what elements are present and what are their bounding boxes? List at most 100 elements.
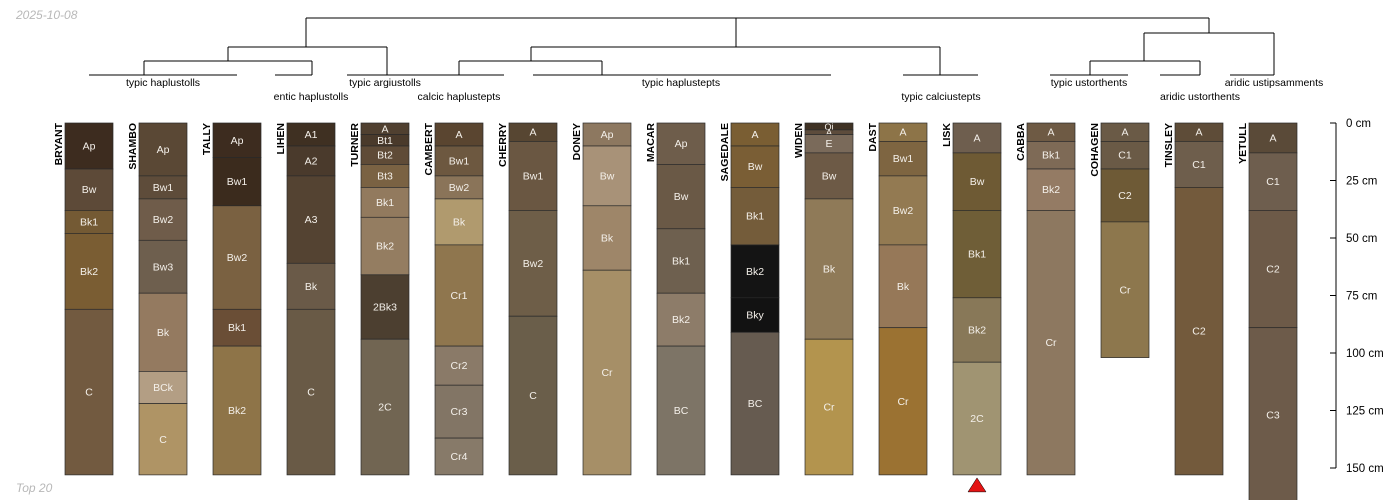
horizon-c [286, 308, 336, 476]
horizon-label: A [973, 132, 980, 144]
horizon-label: Ap [231, 135, 244, 147]
horizon-label: Bt1 [377, 135, 393, 147]
horizon-label: Bw [970, 176, 985, 188]
horizon-label: C1 [1266, 176, 1280, 188]
horizon-2c [360, 338, 410, 476]
horizon-bk [138, 292, 188, 372]
horizon-label: Bk [157, 327, 170, 339]
horizon-label: Bk1 [968, 249, 986, 261]
horizon-bw [952, 152, 1002, 211]
horizon-label: C [307, 387, 315, 399]
horizon-bk1 [952, 210, 1002, 299]
axis-tick-label: 0 cm [1346, 118, 1371, 130]
horizon-label: A [1269, 132, 1276, 144]
profile-name: BRYANT [53, 122, 65, 165]
horizon-bw1 [508, 141, 558, 211]
horizon-label: C2 [1192, 326, 1206, 338]
profile-cambert: A Bw1 Bw2 Bk Cr1 Cr2 Cr3 Cr4 CAMBERT [423, 122, 484, 476]
horizon-label: Bw [600, 170, 615, 182]
horizon-bc [656, 345, 706, 476]
horizon-bw1 [434, 145, 484, 177]
depth-axis: 0 cm 25 cm 50 cm 75 cm 100 cm 125 cm 150 cm [1330, 118, 1384, 475]
horizon-label: Cr [1119, 284, 1131, 296]
horizon-label: A [1121, 127, 1128, 139]
profile-name: CAMBERT [423, 122, 435, 175]
horizon-bw [656, 164, 706, 230]
horizon-label: Bw1 [893, 153, 914, 165]
horizon-bw [582, 145, 632, 207]
profile-shambo: Ap Bw1 Bw2 Bw3 Bk BCk C SHAMBO [127, 122, 188, 476]
horizon-label: A [1047, 127, 1054, 139]
horizon-label: Bw2 [523, 258, 544, 270]
axis-tick-label: 50 cm [1346, 233, 1377, 245]
horizon-label: Bk [453, 216, 466, 228]
horizon-label: Ap [675, 138, 688, 150]
profile-name: SAGEDALE [719, 123, 731, 181]
horizon-label: Oi [825, 122, 834, 132]
date-stamp: 2025-10-08 [16, 8, 78, 22]
horizon-bk2 [730, 244, 780, 299]
horizon-bk [286, 262, 336, 310]
horizon-cr2 [434, 345, 484, 386]
horizon-label: Bk2 [376, 241, 394, 253]
profile-name: TALLY [201, 123, 213, 155]
horizon-label: Bky [746, 310, 764, 322]
horizon-bk1 [1026, 141, 1076, 170]
horizon-ap [656, 122, 706, 165]
horizon-label: Ap [601, 129, 614, 141]
profile-name: DAST [867, 122, 879, 151]
horizon-c1 [1100, 141, 1150, 170]
horizon-ap [212, 122, 262, 158]
horizon-bw [64, 168, 114, 211]
horizon-bk1 [212, 308, 262, 347]
horizon-label: Cr2 [451, 360, 468, 372]
horizon-cr [878, 327, 928, 476]
horizon-label: C3 [1266, 410, 1280, 422]
horizon-label: C1 [1192, 159, 1206, 171]
horizon-c2 [1100, 168, 1150, 223]
footer-caption: Top 20 [16, 481, 53, 495]
profile-cohagen: A C1 C2 Cr COHAGEN [1089, 122, 1150, 358]
profile-name: LIHEN [275, 123, 287, 155]
taxon-label: typic haplustolls [126, 77, 200, 89]
horizon-cr [582, 269, 632, 476]
horizon-bw1 [212, 157, 262, 207]
horizon-label: 2C [970, 413, 984, 425]
horizon-bk2 [360, 216, 410, 276]
horizon-label: Bw2 [449, 182, 470, 194]
profile-name: DONEY [571, 123, 583, 160]
horizon-label: Cr4 [451, 451, 468, 463]
profile-tally: Ap Bw1 Bw2 Bk1 Bk2 TALLY [201, 122, 262, 476]
horizon-bck [138, 371, 188, 404]
profile-name: LISK [941, 123, 953, 147]
horizon-label: Bw1 [153, 182, 174, 194]
axis-tick-label: 125 cm [1346, 406, 1384, 418]
horizon-label: A2 [305, 155, 318, 167]
horizon-label: BC [674, 405, 689, 417]
horizon-bk1 [360, 187, 410, 218]
horizon-label: A [751, 129, 758, 141]
horizon-bw2 [508, 210, 558, 317]
horizon-ap [64, 122, 114, 170]
horizon-cr [804, 338, 854, 476]
horizon-cr1 [434, 244, 484, 347]
horizon-c1 [1174, 141, 1224, 188]
horizon-label: Cr [823, 402, 835, 414]
taxon-label: entic haplustolls [274, 91, 349, 103]
horizon-bk [804, 198, 854, 340]
taxon-label: aridic ustorthents [1160, 91, 1240, 103]
horizon-bw [804, 152, 854, 200]
profile-name: TURNER [349, 123, 361, 167]
horizon-label: BCk [153, 382, 174, 394]
horizon-a2 [286, 145, 336, 177]
horizon-label: Bk1 [672, 256, 690, 268]
profile-name: MACAR [645, 123, 657, 162]
horizon-label: A [899, 127, 906, 139]
horizon-c3 [1248, 327, 1298, 500]
horizon-label: A3 [305, 214, 318, 226]
taxon-label: typic haplustepts [642, 77, 720, 89]
horizon-label: Bt2 [377, 150, 393, 162]
horizon-bk1 [730, 187, 780, 246]
